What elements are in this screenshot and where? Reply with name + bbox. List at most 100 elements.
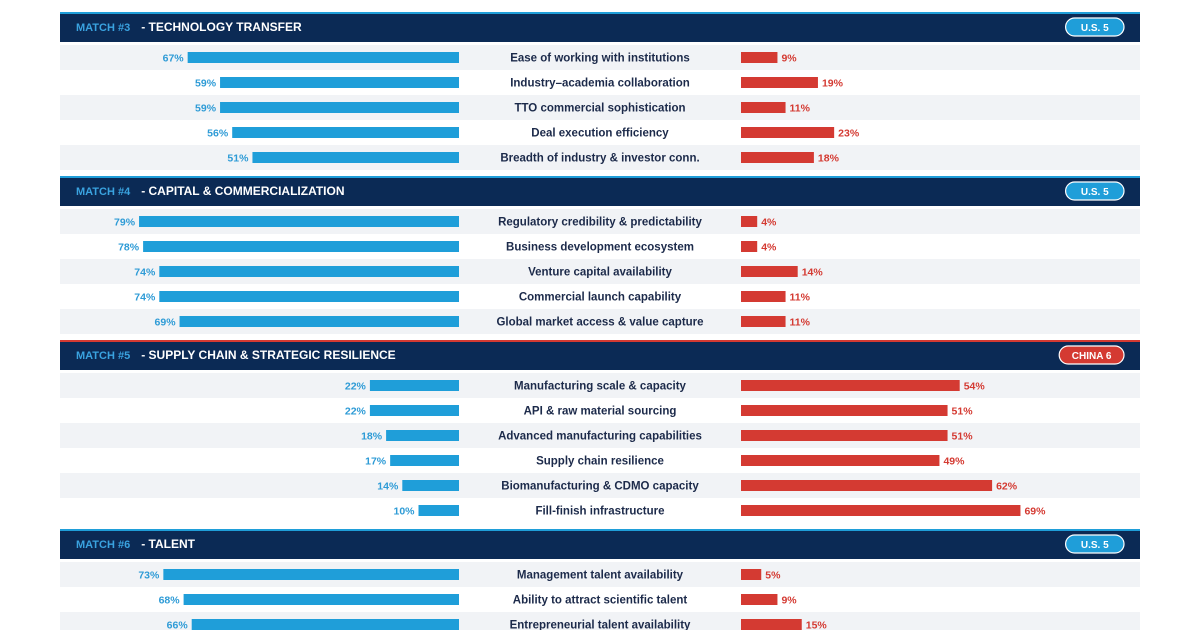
china-value-label: 19% xyxy=(822,78,844,90)
us-value-label: 74% xyxy=(134,292,156,304)
row-label: Biomanufacturing & CDMO capacity xyxy=(501,481,699,493)
section-header-accent xyxy=(60,12,1140,14)
china-value-label: 15% xyxy=(806,620,828,630)
winner-badge-label: CHINA 6 xyxy=(1072,351,1112,362)
row-label: Business development ecosystem xyxy=(506,242,694,254)
row-label: TTO commercial sophistication xyxy=(514,103,685,115)
china-value-label: 54% xyxy=(964,381,986,393)
china-bar xyxy=(741,216,758,227)
row-label: API & raw material sourcing xyxy=(524,406,677,418)
row-label: Venture capital availability xyxy=(528,267,672,279)
china-value-label: 11% xyxy=(790,317,811,329)
winner-badge-label: U.S. 5 xyxy=(1081,23,1109,34)
us-bar xyxy=(220,77,459,88)
us-value-label: 67% xyxy=(163,53,185,65)
row-label: Industry–academia collaboration xyxy=(510,78,690,90)
china-bar xyxy=(741,430,948,441)
row-label: Manufacturing scale & capacity xyxy=(514,381,687,393)
row-label: Ease of working with institutions xyxy=(510,53,690,65)
section-header-bar xyxy=(60,12,1140,42)
section-title: - CAPITAL & COMMERCIALIZATION xyxy=(141,184,344,198)
china-value-label: 4% xyxy=(761,217,777,229)
us-bar xyxy=(143,241,459,252)
row-label: Management talent availability xyxy=(517,570,684,582)
china-value-label: 11% xyxy=(790,292,811,304)
us-value-label: 74% xyxy=(134,267,156,279)
row-label: Supply chain resilience xyxy=(536,456,664,468)
section-title: - TECHNOLOGY TRANSFER xyxy=(141,20,302,34)
row-label: Global market access & value capture xyxy=(496,317,703,329)
us-bar xyxy=(183,594,459,605)
us-bar xyxy=(159,291,460,302)
china-bar xyxy=(741,102,786,113)
section-header-bar xyxy=(60,340,1140,370)
us-value-label: 73% xyxy=(138,570,160,582)
us-bar xyxy=(232,127,459,138)
china-value-label: 51% xyxy=(952,406,974,418)
row-stripe xyxy=(60,423,1140,448)
china-bar xyxy=(741,52,778,63)
china-bar xyxy=(741,127,835,138)
china-bar xyxy=(741,455,940,466)
section-header-bar xyxy=(60,529,1140,559)
china-value-label: 9% xyxy=(781,53,797,65)
section-header-accent xyxy=(60,176,1140,178)
us-value-label: 22% xyxy=(345,381,367,393)
winner-badge xyxy=(1058,345,1125,365)
china-value-label: 18% xyxy=(818,153,840,165)
us-bar xyxy=(369,380,459,391)
china-value-label: 11% xyxy=(790,103,811,115)
row-label: Entrepreneurial talent availability xyxy=(510,620,691,630)
us-bar xyxy=(187,52,459,63)
us-value-label: 79% xyxy=(114,217,136,229)
us-value-label: 59% xyxy=(195,78,217,90)
china-bar xyxy=(741,594,778,605)
china-bar xyxy=(741,266,798,277)
us-bar xyxy=(390,455,459,466)
china-value-label: 14% xyxy=(802,267,824,279)
row-label: Breadth of industry & investor conn. xyxy=(500,153,699,165)
us-value-label: 68% xyxy=(159,595,181,607)
section-match-number: MATCH #4 xyxy=(76,186,131,198)
row-label: Fill-finish infrastructure xyxy=(535,506,664,518)
china-value-label: 4% xyxy=(761,242,777,254)
us-value-label: 18% xyxy=(361,431,383,443)
row-stripe xyxy=(60,373,1140,398)
china-value-label: 9% xyxy=(781,595,797,607)
us-bar xyxy=(179,316,460,327)
us-bar xyxy=(252,152,459,163)
section-match-number: MATCH #5 xyxy=(76,350,130,362)
us-value-label: 14% xyxy=(377,481,399,493)
row-label: Deal execution efficiency xyxy=(531,128,669,140)
us-bar xyxy=(386,430,459,441)
us-bar xyxy=(402,480,459,491)
winner-badge-label: U.S. 5 xyxy=(1081,540,1109,551)
china-value-label: 49% xyxy=(943,456,965,468)
us-bar xyxy=(418,505,459,516)
china-value-label: 62% xyxy=(996,481,1018,493)
section-match-number: MATCH #3 xyxy=(76,22,130,34)
row-label: Ability to attract scientific talent xyxy=(513,595,688,607)
china-bar xyxy=(741,569,762,580)
us-value-label: 22% xyxy=(345,406,367,418)
section-title: - SUPPLY CHAIN & STRATEGIC RESILIENCE xyxy=(141,348,395,362)
us-value-label: 56% xyxy=(207,128,229,140)
us-value-label: 51% xyxy=(227,153,249,165)
china-value-label: 5% xyxy=(765,570,781,582)
china-bar xyxy=(741,241,758,252)
winner-badge-label: U.S. 5 xyxy=(1081,187,1109,198)
us-bar xyxy=(163,569,459,580)
us-value-label: 17% xyxy=(365,456,387,468)
china-bar xyxy=(741,77,818,88)
winner-badge xyxy=(1064,17,1125,37)
winner-badge xyxy=(1064,534,1125,554)
us-bar xyxy=(220,102,459,113)
us-value-label: 69% xyxy=(155,317,177,329)
china-bar xyxy=(741,380,960,391)
china-value-label: 23% xyxy=(838,128,860,140)
china-bar xyxy=(741,619,802,630)
china-value-label: 51% xyxy=(952,431,974,443)
china-bar xyxy=(741,316,786,327)
section-header-accent xyxy=(60,529,1140,531)
